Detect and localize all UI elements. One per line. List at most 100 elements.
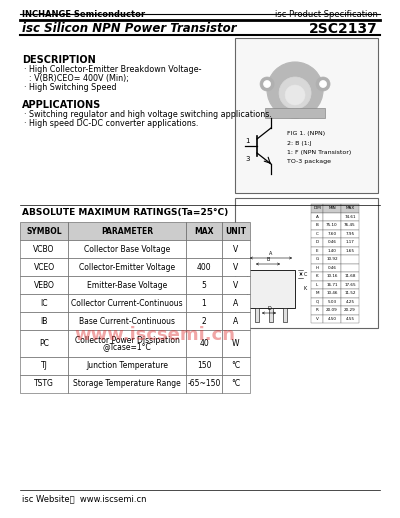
Bar xyxy=(341,281,359,289)
Bar xyxy=(311,204,323,212)
Bar xyxy=(20,375,68,393)
Text: IB: IB xyxy=(40,316,48,325)
Bar xyxy=(20,294,68,312)
Bar xyxy=(311,306,323,314)
Text: INCHANGE Semiconductor: INCHANGE Semiconductor xyxy=(22,10,145,19)
Circle shape xyxy=(320,80,326,88)
Text: 76.45: 76.45 xyxy=(344,223,356,227)
Text: 400: 400 xyxy=(197,263,211,271)
Text: VCEO: VCEO xyxy=(34,263,54,271)
Text: D: D xyxy=(316,240,318,244)
Text: C: C xyxy=(316,232,318,236)
Text: Collector Base Voltage: Collector Base Voltage xyxy=(84,244,170,253)
Bar xyxy=(311,247,323,255)
Bar xyxy=(186,294,222,312)
Text: °C: °C xyxy=(232,380,240,388)
Bar xyxy=(20,312,68,330)
Bar xyxy=(222,375,250,393)
Text: B: B xyxy=(266,257,270,262)
Bar xyxy=(323,238,341,247)
Text: K: K xyxy=(304,286,307,292)
Text: UNIT: UNIT xyxy=(226,226,246,236)
Bar xyxy=(20,240,68,258)
Text: A: A xyxy=(316,215,318,219)
Text: PARAMETER: PARAMETER xyxy=(101,226,153,236)
Bar xyxy=(20,276,68,294)
Text: TJ: TJ xyxy=(40,362,48,370)
Bar xyxy=(341,238,359,247)
Circle shape xyxy=(260,77,274,91)
Text: 1: 1 xyxy=(245,138,250,144)
Text: DIM: DIM xyxy=(313,206,321,210)
Bar xyxy=(341,221,359,229)
Text: V: V xyxy=(233,244,239,253)
Text: · High Switching Speed: · High Switching Speed xyxy=(24,83,116,92)
Bar xyxy=(68,375,186,393)
Circle shape xyxy=(285,85,305,105)
Text: 20.29: 20.29 xyxy=(344,308,356,312)
Text: @Tcase=1°C: @Tcase=1°C xyxy=(103,342,151,351)
Bar xyxy=(68,258,186,276)
Text: Collector Current-Continuous: Collector Current-Continuous xyxy=(71,298,183,308)
Bar xyxy=(311,255,323,264)
Bar xyxy=(323,247,341,255)
Text: 17.65: 17.65 xyxy=(344,283,356,287)
Text: APPLICATIONS: APPLICATIONS xyxy=(22,100,101,110)
Text: : V(BR)CEO= 400V (Min);: : V(BR)CEO= 400V (Min); xyxy=(24,74,129,83)
Bar xyxy=(68,222,186,240)
Bar xyxy=(283,308,287,322)
Text: 11.52: 11.52 xyxy=(344,291,356,295)
Bar xyxy=(323,204,341,212)
Text: D: D xyxy=(267,306,271,311)
Text: 7.95: 7.95 xyxy=(346,232,354,236)
Text: W: W xyxy=(232,339,240,348)
Bar xyxy=(20,258,68,276)
Text: C: C xyxy=(304,271,307,277)
Text: · High speed DC-DC converter applications.: · High speed DC-DC converter application… xyxy=(24,119,198,128)
Bar xyxy=(20,222,68,240)
Text: G: G xyxy=(315,257,319,261)
Bar xyxy=(341,264,359,272)
Text: Q: Q xyxy=(315,300,319,304)
Text: www.iscsemi.cn: www.iscsemi.cn xyxy=(74,326,236,344)
Text: H: H xyxy=(316,266,318,270)
Text: 5.03: 5.03 xyxy=(328,300,336,304)
Text: 75.10: 75.10 xyxy=(326,223,338,227)
Text: 2: B (1:J: 2: B (1:J xyxy=(287,141,312,146)
Text: B: B xyxy=(316,223,318,227)
Bar xyxy=(20,330,68,357)
Text: 20.09: 20.09 xyxy=(326,308,338,312)
Text: 1.40: 1.40 xyxy=(328,249,336,253)
Text: Collector-Emitter Voltage: Collector-Emitter Voltage xyxy=(79,263,175,271)
Text: SYMBOL: SYMBOL xyxy=(26,226,62,236)
Text: 10.46: 10.46 xyxy=(326,291,338,295)
Bar xyxy=(222,312,250,330)
Bar xyxy=(311,221,323,229)
Text: 2SC2137: 2SC2137 xyxy=(309,22,378,36)
Text: A: A xyxy=(233,316,239,325)
Bar xyxy=(186,258,222,276)
Bar xyxy=(222,240,250,258)
Bar xyxy=(222,276,250,294)
Text: 4.50: 4.50 xyxy=(328,316,336,321)
Bar xyxy=(68,312,186,330)
Text: 150: 150 xyxy=(197,362,211,370)
Bar xyxy=(341,297,359,306)
Text: 1: F (NPN Transistor): 1: F (NPN Transistor) xyxy=(287,150,351,155)
Text: A: A xyxy=(233,298,239,308)
Bar xyxy=(68,357,186,375)
Bar xyxy=(186,375,222,393)
Circle shape xyxy=(264,80,270,88)
Bar xyxy=(255,308,259,322)
Bar xyxy=(186,357,222,375)
Text: IC: IC xyxy=(40,298,48,308)
Text: · High Collector-Emitter Breakdown Voltage-: · High Collector-Emitter Breakdown Volta… xyxy=(24,65,202,74)
Text: 0.46: 0.46 xyxy=(328,240,336,244)
Bar xyxy=(186,312,222,330)
Bar xyxy=(311,314,323,323)
Bar xyxy=(68,294,186,312)
Text: 4.25: 4.25 xyxy=(346,300,354,304)
Bar xyxy=(323,297,341,306)
Text: 10.92: 10.92 xyxy=(326,257,338,261)
Bar xyxy=(222,330,250,357)
